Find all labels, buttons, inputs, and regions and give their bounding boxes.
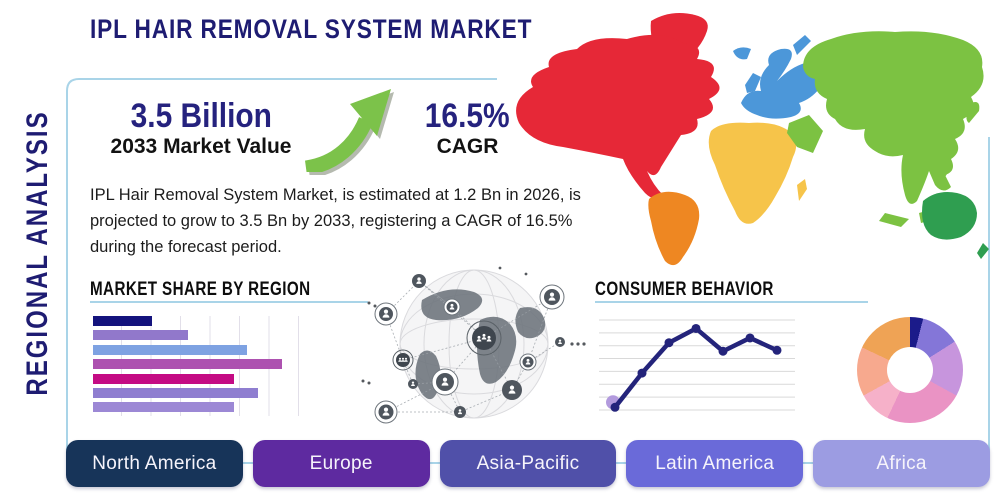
growth-arrow-icon [298, 82, 398, 172]
map-south-america [648, 191, 700, 266]
market-value-number: 3.5 Billion [130, 97, 272, 135]
market-share-underline [90, 301, 368, 303]
region-button-europe[interactable]: Europe [252, 440, 430, 487]
market-value-stat: 3.5 Billion 2033 Market Value [95, 97, 307, 159]
market-share-heading: MARKET SHARE BY REGION [90, 279, 311, 300]
bar-segment [93, 359, 282, 370]
region-button-row: North America Europe Asia-Pacific Latin Ame… [66, 440, 990, 487]
regional-share-donut-chart [857, 317, 963, 423]
region-button-asia-pacific[interactable]: Asia-Pacific [439, 440, 617, 487]
donut-hole [887, 347, 933, 393]
side-vertical-label: REGIONAL ANALYSIS [21, 110, 54, 396]
scatter-dots [361, 266, 586, 385]
market-description: IPL Hair Removal System Market, is estim… [90, 186, 581, 256]
consumer-behavior-heading: CONSUMER BEHAVIOR [595, 279, 774, 300]
world-map [516, 13, 989, 266]
region-button-latin-america[interactable]: Latin America [626, 440, 804, 487]
bar-segment [93, 330, 189, 341]
cagr-stat: 16.5% CAGR [410, 97, 525, 159]
map-australia [922, 192, 977, 240]
map-japan [966, 102, 980, 123]
bar-segment [93, 402, 235, 413]
consumer-behavior-line-chart [599, 319, 795, 412]
region-button-north-america[interactable]: North America [66, 440, 243, 487]
map-iceland [733, 47, 751, 60]
map-arabia [787, 115, 823, 153]
map-asia [803, 31, 984, 204]
map-new-zealand [977, 243, 989, 259]
network-nodes [374, 274, 565, 424]
map-madagascar [797, 179, 807, 201]
bar-segment [93, 316, 152, 326]
cagr-number: 16.5% [425, 97, 510, 135]
map-russia-sliver [793, 35, 811, 55]
map-europe [741, 48, 821, 119]
market-share-bar-chart [93, 316, 311, 416]
bar-segment [93, 344, 248, 355]
market-value-caption: 2033 Market Value [110, 135, 292, 158]
consumer-behavior-underline [595, 301, 868, 303]
cagr-caption: CAGR [436, 135, 499, 158]
page-title: IPL HAIR REMOVAL SYSTEM MARKET [90, 14, 533, 44]
map-africa [708, 122, 797, 224]
map-north-america [516, 34, 720, 199]
globe-network-graphic [361, 266, 586, 424]
region-button-africa[interactable]: Africa [813, 440, 990, 487]
bar-segment [93, 388, 258, 398]
map-uk [745, 73, 761, 93]
bar-segment [93, 373, 235, 384]
